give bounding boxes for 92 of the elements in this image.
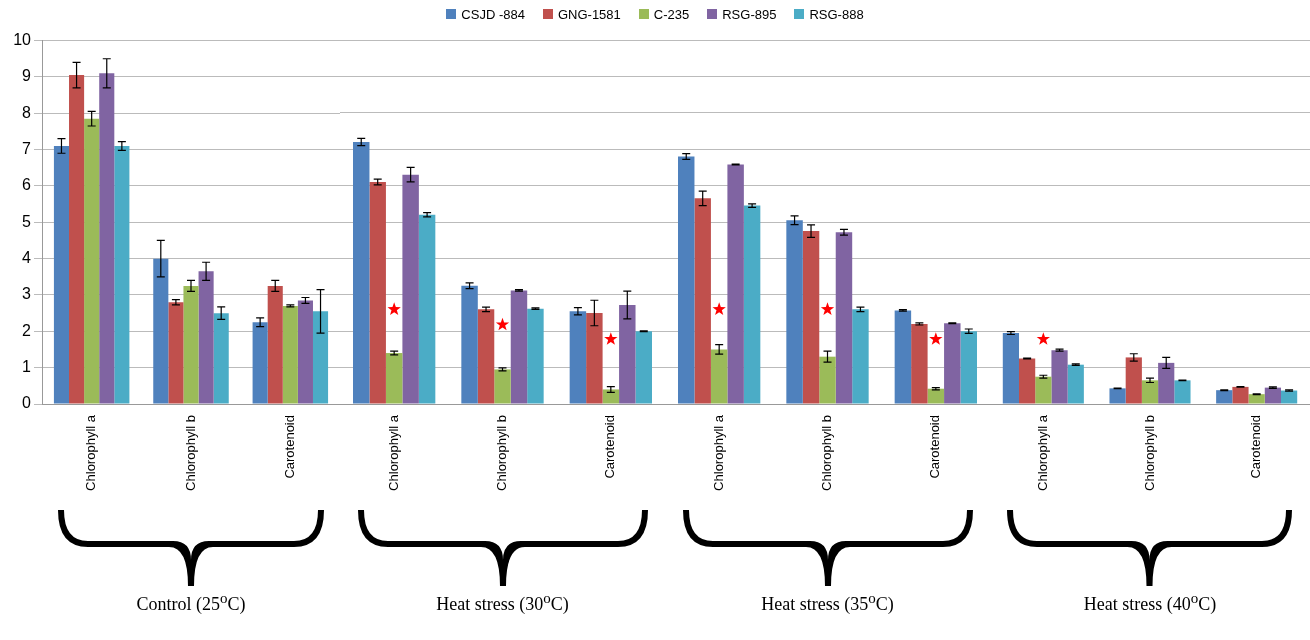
bar [619, 304, 636, 404]
bar [960, 331, 977, 404]
bar [402, 174, 419, 404]
bar [1141, 380, 1159, 404]
x-tick-label: Chlorophyll a [710, 414, 726, 491]
bar [911, 323, 928, 404]
bar [694, 198, 711, 404]
bar [84, 118, 100, 404]
legend-label: GNG-1581 [557, 6, 621, 22]
bar [569, 311, 587, 404]
bar [819, 356, 836, 404]
y-tick-label: 9 [22, 67, 32, 85]
bar [418, 214, 436, 404]
y-tick-label: 1 [22, 358, 32, 376]
x-axis-title: Heat stress (30$^{o}$C) [435, 590, 570, 615]
bar [1174, 380, 1191, 404]
bar [53, 145, 70, 404]
bar [494, 369, 511, 404]
y-tick-label: 4 [22, 249, 32, 267]
bar [1232, 386, 1249, 404]
bar [1051, 350, 1068, 404]
legend-label: CSJD -884 [461, 6, 525, 22]
bar [99, 73, 115, 404]
x-tick-label: Carotenoid [281, 415, 297, 479]
bar [835, 232, 853, 404]
y-tick-label: 2 [22, 321, 32, 339]
bar [786, 220, 803, 404]
y-tick-label: 3 [22, 285, 32, 303]
bar [944, 323, 961, 404]
bar [1158, 362, 1175, 404]
x-axis-title: Control (25$^{o}$C) [135, 590, 247, 615]
bar [894, 310, 912, 404]
bar [213, 313, 229, 404]
bar [1002, 333, 1020, 404]
bar [1019, 358, 1036, 404]
bar [1109, 388, 1126, 404]
x-tick-label: Carotenoid [602, 415, 618, 479]
x-tick-label: Chlorophyll b [182, 415, 198, 491]
x-tick-label: Chlorophyll b [494, 415, 510, 491]
bar [927, 388, 945, 404]
x-tick-label: Carotenoid [1248, 415, 1264, 479]
x-axis-title: Heat stress (40$^{o}$C) [1082, 590, 1218, 615]
bar [168, 302, 184, 404]
bar [353, 141, 370, 404]
bar [727, 164, 744, 404]
bar [527, 308, 544, 404]
bar [678, 156, 695, 404]
x-tick-label: Chlorophyll b [819, 415, 835, 491]
bar [710, 349, 728, 404]
legend-label: C-235 [653, 6, 690, 22]
bar [114, 145, 130, 404]
y-tick-label: 7 [22, 140, 32, 158]
bar [802, 231, 820, 404]
bar [586, 313, 603, 404]
bar [461, 285, 478, 404]
bar [1280, 390, 1298, 404]
bar [1248, 394, 1265, 404]
bar [198, 271, 214, 404]
bar [477, 309, 495, 404]
bar [1216, 390, 1233, 404]
bar [602, 389, 620, 404]
x-tick-label: Chlorophyll a [385, 414, 401, 491]
bar [1125, 357, 1142, 404]
bar [1264, 387, 1281, 404]
y-tick-label: 6 [22, 176, 32, 194]
y-tick-label: 5 [22, 212, 32, 230]
y-tick-label: 8 [22, 103, 32, 121]
x-tick-label: Carotenoid [927, 415, 943, 479]
bar [312, 311, 329, 404]
bar [252, 322, 268, 404]
x-tick-label: Chlorophyll a [1034, 414, 1050, 491]
bar [69, 75, 85, 404]
bar [1067, 364, 1084, 404]
bar [385, 353, 403, 404]
y-tick-label: 10 [13, 31, 32, 49]
x-tick-label: Chlorophyll a [83, 414, 99, 491]
bar [282, 305, 298, 404]
x-tick-label: Chlorophyll b [1141, 415, 1157, 491]
bar [183, 285, 199, 404]
bar [369, 181, 386, 404]
legend-label: RSG-895 [722, 6, 777, 22]
bar [510, 290, 528, 404]
legend-label: RSG-888 [809, 6, 864, 22]
bar [852, 309, 869, 404]
bar [267, 285, 283, 404]
bar [297, 300, 313, 404]
bar [743, 205, 761, 404]
bar [1035, 376, 1052, 404]
bar [153, 258, 169, 404]
x-axis-title: Heat stress (35$^{o}$C) [760, 590, 895, 615]
y-tick-label: 0 [22, 394, 32, 412]
bar [635, 331, 652, 404]
